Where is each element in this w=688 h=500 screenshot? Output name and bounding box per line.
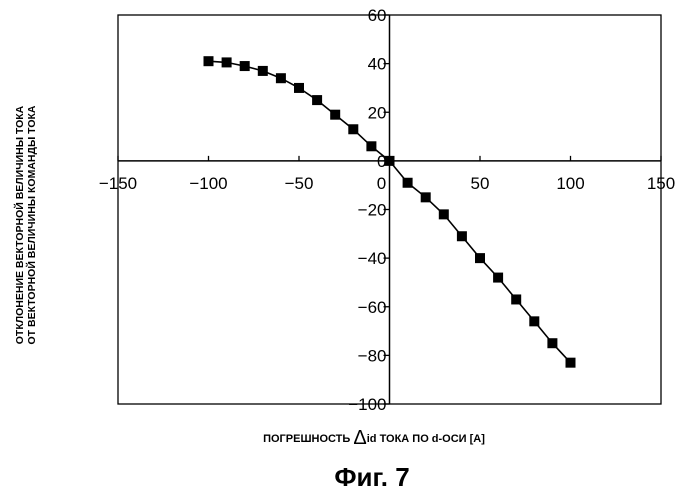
x-tick-label: −50 [285,174,314,193]
data-point [348,124,358,134]
x-tick-label: −150 [99,174,137,193]
data-point [547,338,557,348]
x-axis-label-symbol: Δ [353,427,366,449]
data-point [529,316,539,326]
x-tick-label: −100 [189,174,227,193]
data-point [330,110,340,120]
y-axis-label: ОТКЛОНЕНИЕ ВЕКТОРНОЙ ВЕЛИЧИНЫ ТОКА ОТ ВЕ… [6,60,46,390]
data-point [475,253,485,263]
y-tick-label: 20 [368,103,387,122]
data-point [240,61,250,71]
y-tick-label: −80 [358,346,387,365]
y-tick-label: −20 [358,201,387,220]
x-tick-label: 50 [471,174,490,193]
data-point [457,231,467,241]
x-axis-label-rest: id ТОКА ПО d-ОСИ [A] [367,433,485,445]
data-point [222,57,232,67]
data-point [403,178,413,188]
data-point [204,56,214,66]
y-tick-label: 0 [377,152,386,171]
y-axis-label-line1: ОТКЛОНЕНИЕ ВЕКТОРНОЙ ВЕЛИЧИНЫ ТОКА [14,106,26,345]
x-axis-label-prefix: ПОГРЕШНОСТЬ [263,433,350,445]
x-axis-label: ПОГРЕШНОСТЬ Δid ТОКА ПО d-ОСИ [A] [0,427,688,450]
data-point [511,294,521,304]
x-tick-label: 100 [556,174,584,193]
data-point [312,95,322,105]
data-point [258,66,268,76]
data-point [366,141,376,151]
y-tick-label: −40 [358,249,387,268]
data-point [566,358,576,368]
y-tick-label: 40 [368,55,387,74]
x-tick-label: 150 [647,174,675,193]
data-point [493,273,503,283]
data-point [439,209,449,219]
x-tick-label: 0 [377,174,386,193]
data-point [276,73,286,83]
y-axis-label-line2: ОТ ВЕКТОРНОЙ ВЕЛИЧИНЫ КОМАНДЫ ТОКА [26,106,38,345]
data-point [294,83,304,93]
y-tick-label: 60 [368,6,387,25]
y-tick-label: −60 [358,298,387,317]
data-point [421,192,431,202]
figure-caption: Фиг. 7 [0,462,688,493]
y-tick-label: −100 [348,395,386,414]
